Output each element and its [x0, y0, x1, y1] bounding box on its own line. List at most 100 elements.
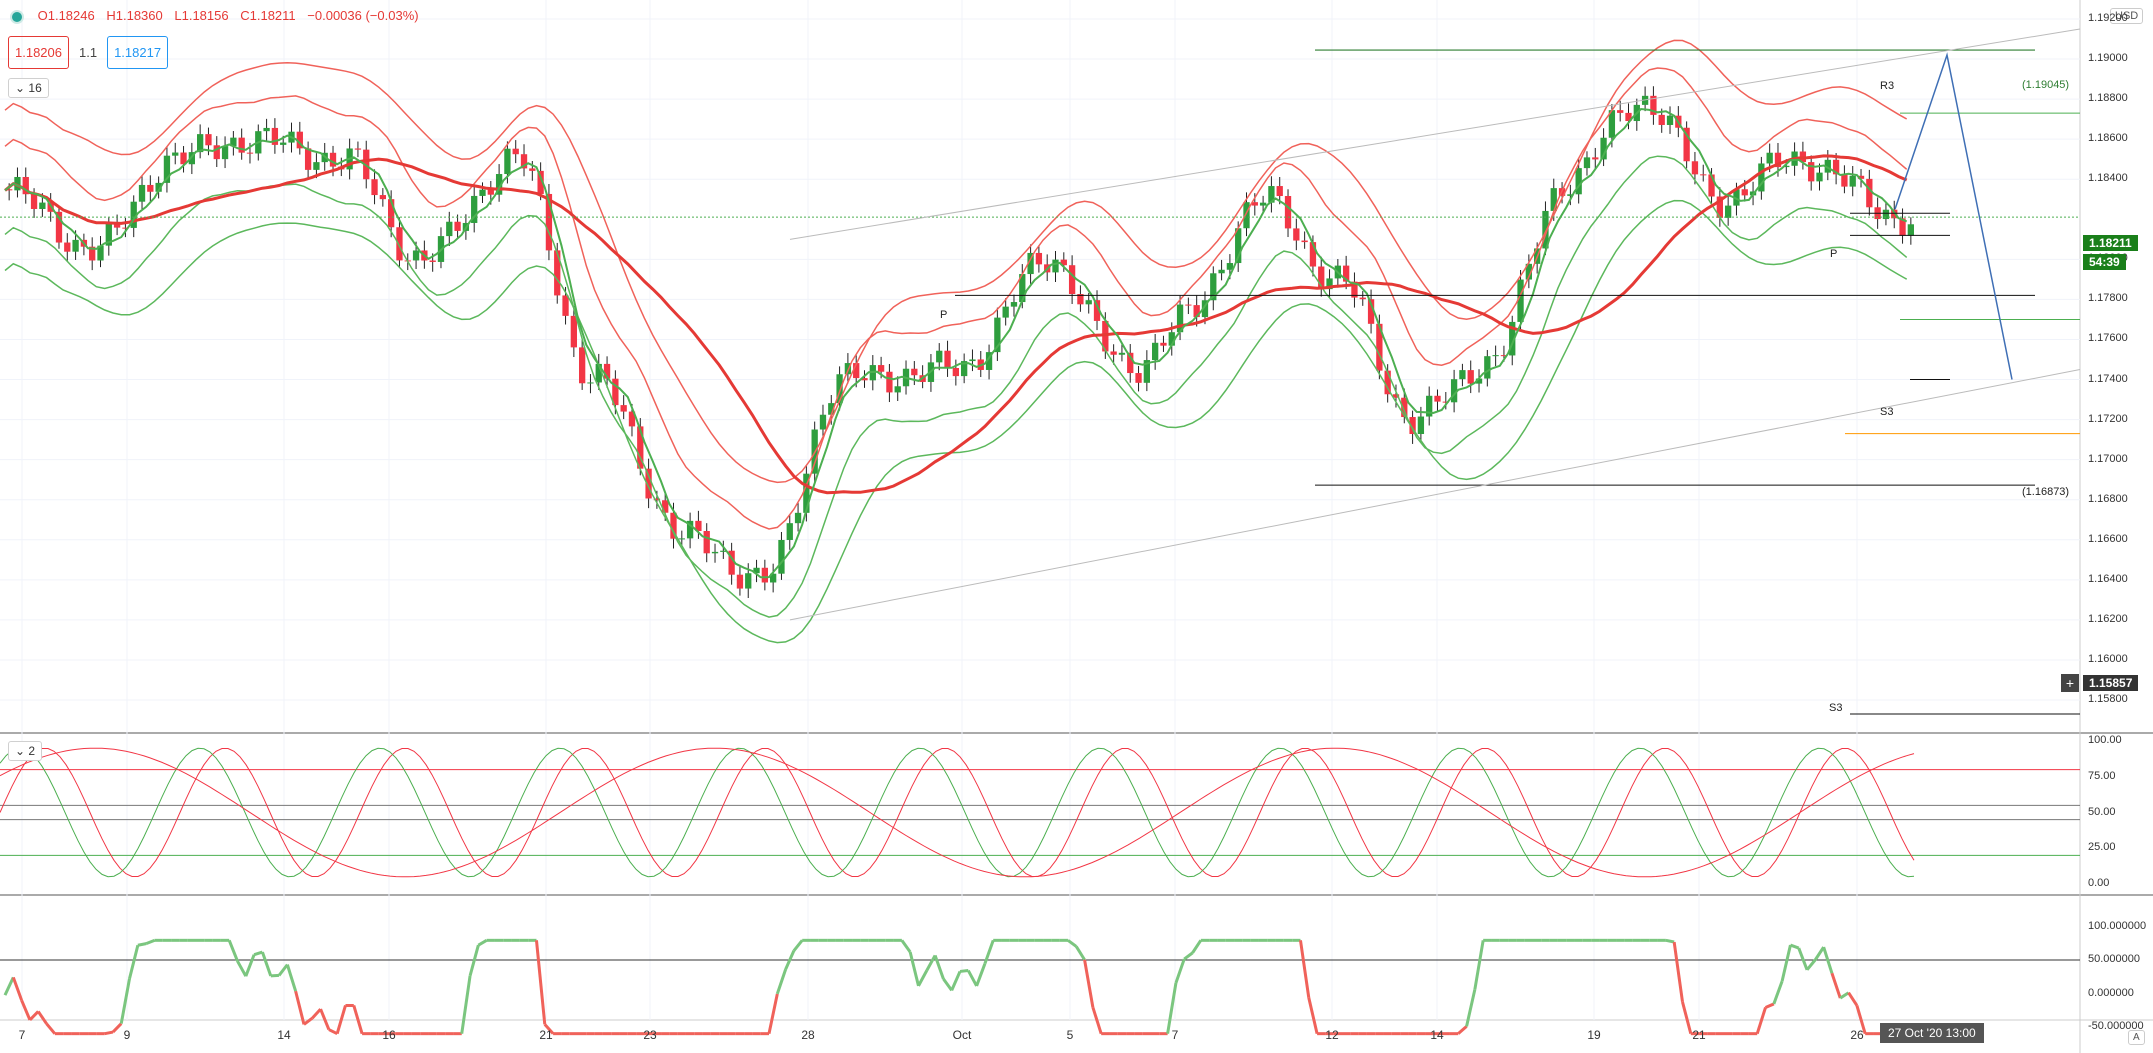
high-value: H1.18360	[106, 8, 163, 23]
ohlc-legend: O1.18246 H1.18360 L1.18156 C1.18211 −0.0…	[10, 8, 427, 24]
candle-body	[670, 512, 677, 539]
candle-body	[595, 363, 602, 383]
macd-segment	[775, 968, 788, 995]
candle-body	[794, 512, 802, 524]
macd-segment	[792, 939, 804, 952]
candle-body	[188, 152, 195, 165]
macd-segment	[1847, 991, 1859, 1007]
time-tick-label: 19	[1587, 1028, 1601, 1042]
macd-segment	[925, 954, 937, 972]
candle-body	[296, 131, 303, 149]
candle-body	[1318, 266, 1325, 290]
macd-segment	[1764, 1002, 1775, 1009]
candle-body	[1226, 263, 1234, 270]
candle-body	[1110, 351, 1117, 355]
candle-body	[487, 189, 494, 195]
macd-segment	[328, 1028, 338, 1036]
candle-body	[1284, 196, 1292, 229]
macd-segment	[128, 944, 140, 979]
r3-value-label: (1.19045)	[2022, 79, 2070, 91]
macd-segment	[1074, 945, 1086, 961]
candle-body	[778, 539, 785, 574]
candle-body	[329, 152, 337, 167]
candle-body	[969, 359, 976, 362]
candle-body	[1849, 175, 1856, 187]
candle-body	[1899, 218, 1906, 236]
candle-body	[761, 567, 768, 583]
candle-body	[603, 363, 611, 379]
candle-body	[1019, 274, 1026, 303]
candle-body	[504, 148, 511, 175]
macd-segment	[303, 1016, 314, 1026]
auto-scale-icon[interactable]: A	[2128, 1030, 2145, 1045]
candle-body	[786, 523, 793, 540]
candle-body	[1210, 273, 1217, 301]
candle-body	[1442, 401, 1449, 403]
indicators-legend-toggle[interactable]: ⌄ 16	[8, 78, 49, 98]
candle-body	[1542, 210, 1549, 249]
macd-segment	[36, 1010, 48, 1025]
channel-line-upper	[789, 28, 2081, 240]
crosshair-price-tag: 1.15857	[2083, 675, 2139, 691]
candle-body	[1683, 127, 1690, 162]
candle-body	[1550, 188, 1557, 211]
macd-segment	[227, 939, 239, 962]
sell-button[interactable]: 1.18206	[8, 36, 69, 69]
candle-body	[1517, 279, 1524, 322]
candle-body	[446, 221, 453, 237]
candle-body	[1774, 152, 1782, 168]
oscillator-tick-label: 25.00	[2088, 841, 2116, 854]
candle-body	[221, 146, 229, 160]
candle-body	[877, 365, 885, 372]
candle-body	[1276, 186, 1283, 197]
candle-body	[1816, 172, 1823, 182]
ma-fast	[4, 107, 1908, 579]
candle-body	[1351, 281, 1358, 298]
close-value: C1.18211	[240, 8, 296, 23]
oscillator-legend-toggle[interactable]: ⌄ 2	[8, 741, 43, 761]
candle-body	[803, 473, 810, 513]
candle-body	[520, 154, 528, 169]
candle-body	[39, 202, 46, 209]
macd-segment	[45, 1022, 56, 1035]
candle-body	[1700, 174, 1707, 176]
macd-segment	[908, 951, 920, 987]
candle-body	[388, 199, 395, 228]
candle-body	[122, 227, 129, 229]
candle-body	[155, 182, 162, 192]
candle-body	[1426, 395, 1433, 417]
candle-body	[1891, 209, 1898, 219]
macd-tick-label: 50.000000	[2088, 953, 2140, 966]
candle-body	[238, 137, 245, 153]
candle-body	[89, 246, 96, 261]
macd-segment	[1755, 1007, 1767, 1035]
upper-band-outer	[4, 39, 1908, 484]
candle-body	[280, 142, 287, 145]
time-tick-label: 14	[1430, 1028, 1444, 1042]
candle-body	[371, 179, 378, 196]
candle-body	[686, 520, 694, 539]
projection-path	[1894, 52, 2013, 380]
macd-segment	[352, 1005, 364, 1035]
plus-icon[interactable]: +	[2061, 674, 2079, 692]
candle-body	[728, 550, 735, 575]
channel-line-lower	[789, 369, 2081, 621]
macd-segment	[1814, 946, 1825, 961]
currency-label[interactable]: USD	[2110, 8, 2144, 24]
macd-segment	[311, 1008, 322, 1020]
macd-segment	[244, 954, 256, 977]
candle-body	[1417, 416, 1425, 435]
candle-body	[861, 378, 868, 381]
candle-body	[14, 176, 21, 191]
candle-body	[1027, 252, 1034, 275]
macd-segment	[1083, 959, 1095, 1008]
candle-body	[736, 574, 744, 589]
candle-body	[1841, 174, 1848, 187]
buy-button[interactable]: 1.18217	[107, 36, 169, 69]
macd-segment	[468, 944, 480, 977]
macd-segment	[285, 964, 298, 992]
candle-body	[1343, 265, 1350, 282]
candle-body	[711, 551, 719, 554]
candle-body	[1268, 186, 1275, 203]
